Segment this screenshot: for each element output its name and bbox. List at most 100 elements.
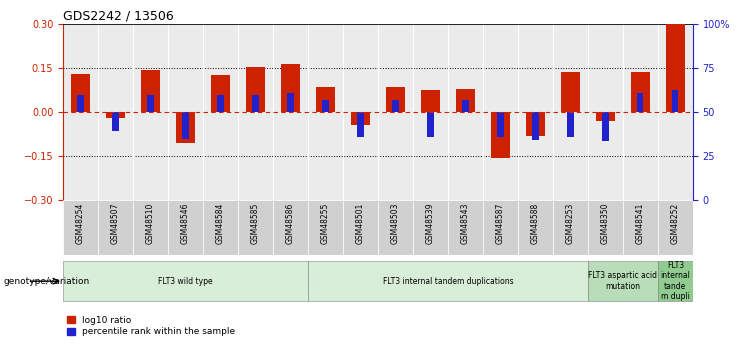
Text: genotype/variation: genotype/variation [4,277,90,286]
Bar [176,112,195,143]
Bar [147,95,153,112]
Text: GDS2242 / 13506: GDS2242 / 13506 [63,10,173,23]
Bar [392,100,399,112]
Text: GSM48586: GSM48586 [286,203,295,244]
FancyBboxPatch shape [483,200,518,255]
Bar [322,100,328,112]
Text: GSM48255: GSM48255 [321,203,330,244]
FancyBboxPatch shape [308,200,343,255]
Bar [77,95,84,112]
FancyBboxPatch shape [203,200,238,255]
Bar [518,24,553,200]
Bar [141,70,160,112]
FancyBboxPatch shape [273,200,308,255]
Text: GSM48501: GSM48501 [356,203,365,244]
Bar [567,112,574,137]
Text: GSM48253: GSM48253 [566,203,575,244]
Bar [596,112,615,121]
Bar [665,24,685,112]
Bar [413,24,448,200]
Bar [456,89,475,112]
Text: FLT3 internal tandem duplications: FLT3 internal tandem duplications [382,277,514,286]
Bar [168,24,203,200]
Bar [343,24,378,200]
Bar [350,112,370,125]
Bar [386,87,405,112]
FancyBboxPatch shape [63,200,98,255]
Bar [217,95,224,112]
FancyBboxPatch shape [238,200,273,255]
FancyBboxPatch shape [588,200,623,255]
Bar [602,112,608,141]
FancyBboxPatch shape [623,200,658,255]
Bar [561,72,580,112]
Bar [281,64,300,112]
Bar [448,24,483,200]
FancyBboxPatch shape [413,200,448,255]
Bar [203,24,238,200]
Bar [491,112,510,158]
Text: GSM48546: GSM48546 [181,203,190,244]
Bar [623,24,658,200]
Bar [378,24,413,200]
FancyBboxPatch shape [63,261,308,302]
Bar [553,24,588,200]
Text: GSM48507: GSM48507 [111,203,120,244]
FancyBboxPatch shape [518,200,553,255]
FancyBboxPatch shape [588,261,658,302]
Bar [526,112,545,136]
FancyBboxPatch shape [448,200,483,255]
FancyBboxPatch shape [378,200,413,255]
Bar [63,24,98,200]
FancyBboxPatch shape [98,200,133,255]
Text: GSM48503: GSM48503 [391,203,400,244]
Text: GSM48585: GSM48585 [251,203,260,244]
Bar [357,112,364,137]
Bar [98,24,133,200]
Bar [238,24,273,200]
Bar [532,112,539,140]
Bar [316,87,335,112]
Bar [421,90,440,112]
Bar [182,112,189,138]
Bar [637,93,643,112]
Text: GSM48252: GSM48252 [671,203,679,244]
Text: GSM48541: GSM48541 [636,203,645,244]
Bar [273,24,308,200]
Text: GSM48539: GSM48539 [426,203,435,244]
Bar [211,75,230,112]
Bar [428,112,433,137]
FancyBboxPatch shape [343,200,378,255]
FancyBboxPatch shape [658,200,693,255]
FancyBboxPatch shape [133,200,168,255]
Bar [288,93,293,112]
Text: GSM48587: GSM48587 [496,203,505,244]
Text: FLT3 aspartic acid
mutation: FLT3 aspartic acid mutation [588,272,657,291]
Legend: log10 ratio, percentile rank within the sample: log10 ratio, percentile rank within the … [67,316,235,336]
FancyBboxPatch shape [308,261,588,302]
Bar [71,74,90,112]
Bar [106,112,125,118]
FancyBboxPatch shape [168,200,203,255]
Text: GSM48584: GSM48584 [216,203,225,244]
Text: GSM48543: GSM48543 [461,203,470,244]
FancyBboxPatch shape [553,200,588,255]
Bar [246,67,265,112]
Text: GSM48254: GSM48254 [76,203,85,244]
Text: GSM48350: GSM48350 [601,203,610,244]
Text: FLT3 wild type: FLT3 wild type [158,277,213,286]
Text: GSM48510: GSM48510 [146,203,155,244]
Bar [672,90,679,112]
Bar [497,112,504,137]
FancyBboxPatch shape [658,261,693,302]
Bar [133,24,168,200]
Text: GSM48588: GSM48588 [531,203,540,244]
Bar [631,72,650,112]
Bar [588,24,623,200]
Bar [658,24,693,200]
Bar [308,24,343,200]
Bar [462,100,468,112]
Bar [252,95,259,112]
Text: FLT3
internal
tande
m dupli: FLT3 internal tande m dupli [660,261,691,301]
Bar [483,24,518,200]
